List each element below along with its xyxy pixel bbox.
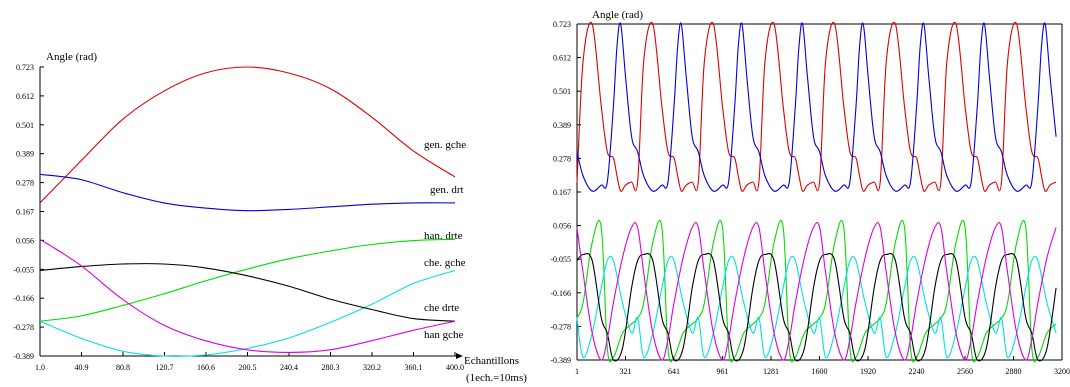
series-line-che_gche-cycles bbox=[576, 255, 1057, 359]
y-tick-label: -0.389 bbox=[550, 356, 571, 365]
y-tick-label: 0.612 bbox=[553, 54, 571, 63]
series-line-che_gche bbox=[39, 269, 456, 357]
left-xlabel: Echantillons bbox=[464, 355, 519, 367]
right-chart: Angle (rad) 0.723 0.612 0.501 0.389 0.278 0.1… bbox=[550, 9, 1070, 376]
x-tick-label: 160.6 bbox=[197, 363, 215, 372]
y-tick-label: -0.055 bbox=[550, 255, 571, 264]
left-ylabel: Angle (rad) bbox=[46, 51, 97, 63]
label-gen-gche: gen. gche bbox=[424, 139, 466, 151]
y-tick-label: -0.278 bbox=[13, 323, 34, 332]
x-tick-label: 1.0 bbox=[35, 363, 45, 372]
label-gen-drt: gen. drt bbox=[430, 184, 464, 196]
x-tick-label: 80.8 bbox=[116, 363, 130, 372]
series-line-gen_drt-cycles bbox=[576, 22, 1057, 192]
series-line-che_drte bbox=[39, 263, 456, 322]
y-tick-label: 0.389 bbox=[553, 121, 571, 130]
x-tick-label: 3200 bbox=[1054, 367, 1070, 376]
y-tick-label: 0.501 bbox=[553, 87, 571, 96]
x-tick-label: 1281 bbox=[763, 367, 779, 376]
y-tick-label: 0.723 bbox=[553, 20, 571, 29]
label-che-drte: che drte bbox=[424, 302, 459, 314]
label-che-gche: che. gche bbox=[424, 257, 466, 269]
series-line-gen_drt bbox=[39, 173, 456, 212]
left-xlabel2: (1ech.=10ms) bbox=[466, 372, 527, 384]
y-tick-label: -0.166 bbox=[13, 294, 34, 303]
x-tick-label: 961 bbox=[717, 367, 729, 376]
right-ylabel: Angle (rad) bbox=[592, 9, 643, 21]
x-tick-label: 320.2 bbox=[363, 363, 381, 372]
x-tick-label: 1920 bbox=[860, 367, 876, 376]
y-tick-label: 0.167 bbox=[553, 188, 571, 197]
y-tick-label: 0.167 bbox=[16, 208, 34, 217]
series-line-han_drte-cycles bbox=[576, 219, 1057, 363]
series-line-che_drte-cycles bbox=[576, 253, 1057, 362]
x-tick-label: 400.0 bbox=[446, 363, 464, 372]
x-tick-label: 360.1 bbox=[405, 363, 423, 372]
x-tick-label: 200.5 bbox=[239, 363, 257, 372]
y-tick-label: 0.056 bbox=[16, 236, 34, 245]
x-tick-label: 2880 bbox=[1006, 367, 1022, 376]
x-tick-label: 2560 bbox=[957, 367, 973, 376]
x-tick-label: 120.7 bbox=[156, 363, 174, 372]
series-line-gen_gche bbox=[39, 66, 456, 204]
y-tick-label: -0.389 bbox=[13, 352, 34, 361]
series-line-han_gche bbox=[39, 238, 456, 353]
series-line-gen_gche-cycles bbox=[576, 21, 1057, 192]
x-tick-label: 2240 bbox=[909, 367, 925, 376]
y-tick-label: 0.723 bbox=[16, 63, 34, 72]
label-han-gche: han gche bbox=[424, 329, 464, 341]
x-tick-label: 1 bbox=[575, 367, 579, 376]
x-tick-label: 321 bbox=[620, 367, 632, 376]
y-tick-label: 0.501 bbox=[16, 121, 34, 130]
left-chart: Angle (rad) Echantillons (1ech.=10ms) ge… bbox=[13, 51, 527, 384]
x-tick-label: 641 bbox=[668, 367, 680, 376]
y-tick-label: -0.055 bbox=[13, 265, 34, 274]
y-tick-label: 0.056 bbox=[553, 222, 571, 231]
y-tick-label: 0.278 bbox=[16, 179, 34, 188]
y-tick-label: 0.389 bbox=[16, 150, 34, 159]
x-tick-label: 1600 bbox=[812, 367, 828, 376]
x-tick-label: 40.9 bbox=[75, 363, 89, 372]
y-tick-label: 0.278 bbox=[553, 154, 571, 163]
y-tick-label: -0.166 bbox=[550, 289, 571, 298]
x-tick-label: 240.4 bbox=[280, 363, 298, 372]
y-tick-label: 0.612 bbox=[16, 92, 34, 101]
x-tick-label: 280.3 bbox=[322, 363, 340, 372]
series-line-han_drte bbox=[39, 238, 456, 322]
y-tick-label: -0.278 bbox=[550, 322, 571, 331]
series-line-han_gche-cycles bbox=[576, 222, 1057, 361]
